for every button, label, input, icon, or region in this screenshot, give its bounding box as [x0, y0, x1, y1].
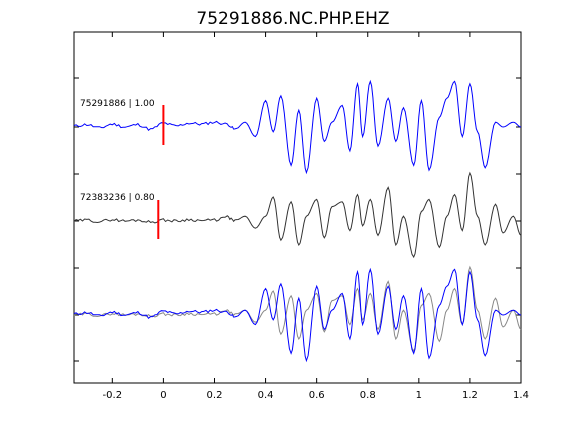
trace-75291886 [73, 79, 522, 175]
x-tick-label: 1 [416, 390, 422, 401]
trace-label-75291886: 75291886 | 1.00 [80, 99, 155, 109]
traces [73, 79, 522, 363]
plot-frame [73, 31, 522, 384]
x-tick-label: 0.8 [360, 390, 376, 401]
x-tick-label: -0.2 [103, 390, 123, 401]
x-tick-label: 0 [160, 390, 166, 401]
trace-72383236 [73, 171, 522, 259]
x-tick-label: 1.2 [462, 390, 478, 401]
x-tick-label: 0.2 [207, 390, 223, 401]
trace-labels: 75291886 | 1.00 72383236 | 0.80 [80, 99, 155, 203]
chart-title: 75291886.NC.PHP.EHZ [196, 9, 389, 29]
trace-label-72383236: 72383236 | 0.80 [80, 193, 155, 203]
overlay-trace-72383236 [73, 265, 522, 353]
axes: -0.2 0 0.2 0.4 0.6 0.8 1 1.2 1.4 [73, 31, 529, 401]
x-tick-label: 0.4 [258, 390, 274, 401]
x-tick-label: 1.4 [513, 390, 529, 401]
overlay-trace-75291886 [73, 267, 522, 363]
x-tick-label: 0.6 [309, 390, 325, 401]
